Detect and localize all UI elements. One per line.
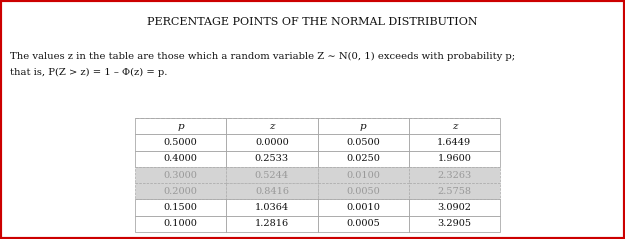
Bar	[409, 216, 500, 232]
Bar	[318, 216, 409, 232]
Text: p: p	[360, 122, 366, 131]
Text: 3.2905: 3.2905	[438, 219, 471, 228]
Bar	[318, 118, 409, 134]
Bar	[226, 199, 318, 216]
Bar	[135, 167, 226, 183]
Bar	[318, 183, 409, 199]
Bar	[226, 151, 318, 167]
Bar	[135, 134, 226, 151]
Bar	[135, 199, 226, 216]
Text: 1.2816: 1.2816	[255, 219, 289, 228]
Bar	[409, 167, 500, 183]
Text: 0.0010: 0.0010	[346, 203, 380, 212]
Text: 0.5000: 0.5000	[164, 138, 198, 147]
Text: 0.0050: 0.0050	[346, 187, 380, 196]
Bar	[135, 183, 226, 199]
Text: z: z	[452, 122, 457, 131]
Text: 0.4000: 0.4000	[164, 154, 198, 163]
Bar	[226, 134, 318, 151]
Text: 0.2533: 0.2533	[255, 154, 289, 163]
Bar	[226, 183, 318, 199]
Text: 0.0000: 0.0000	[255, 138, 289, 147]
Text: 0.5244: 0.5244	[255, 170, 289, 179]
Bar	[318, 134, 409, 151]
Text: 2.5758: 2.5758	[438, 187, 471, 196]
Text: 0.1500: 0.1500	[164, 203, 198, 212]
Bar	[409, 199, 500, 216]
Bar	[318, 151, 409, 167]
Text: 0.0250: 0.0250	[346, 154, 380, 163]
Text: that is, P(Z > z) = 1 – Φ(z) = p.: that is, P(Z > z) = 1 – Φ(z) = p.	[10, 68, 168, 77]
Text: 1.9600: 1.9600	[438, 154, 471, 163]
Text: p: p	[177, 122, 184, 131]
Text: 0.0005: 0.0005	[346, 219, 380, 228]
Bar	[409, 134, 500, 151]
Bar	[409, 183, 500, 199]
Bar	[318, 199, 409, 216]
Bar	[318, 167, 409, 183]
Text: 0.2000: 0.2000	[164, 187, 198, 196]
Text: z: z	[269, 122, 274, 131]
Text: 1.6449: 1.6449	[438, 138, 471, 147]
Text: 2.3263: 2.3263	[438, 170, 471, 179]
Text: 0.3000: 0.3000	[164, 170, 198, 179]
Bar	[409, 118, 500, 134]
Text: 0.8416: 0.8416	[255, 187, 289, 196]
Bar	[226, 216, 318, 232]
Text: PERCENTAGE POINTS OF THE NORMAL DISTRIBUTION: PERCENTAGE POINTS OF THE NORMAL DISTRIBU…	[148, 17, 478, 27]
Bar	[135, 118, 226, 134]
Bar	[226, 167, 318, 183]
Bar	[135, 151, 226, 167]
Text: 3.0902: 3.0902	[438, 203, 471, 212]
Text: 0.0500: 0.0500	[346, 138, 380, 147]
Text: The values z in the table are those which a random variable Z ∼ N(0, 1) exceeds : The values z in the table are those whic…	[10, 52, 515, 61]
Bar	[226, 118, 318, 134]
Text: 1.0364: 1.0364	[255, 203, 289, 212]
Bar	[135, 216, 226, 232]
Text: 0.1000: 0.1000	[164, 219, 198, 228]
Bar	[409, 151, 500, 167]
Text: 0.0100: 0.0100	[346, 170, 380, 179]
